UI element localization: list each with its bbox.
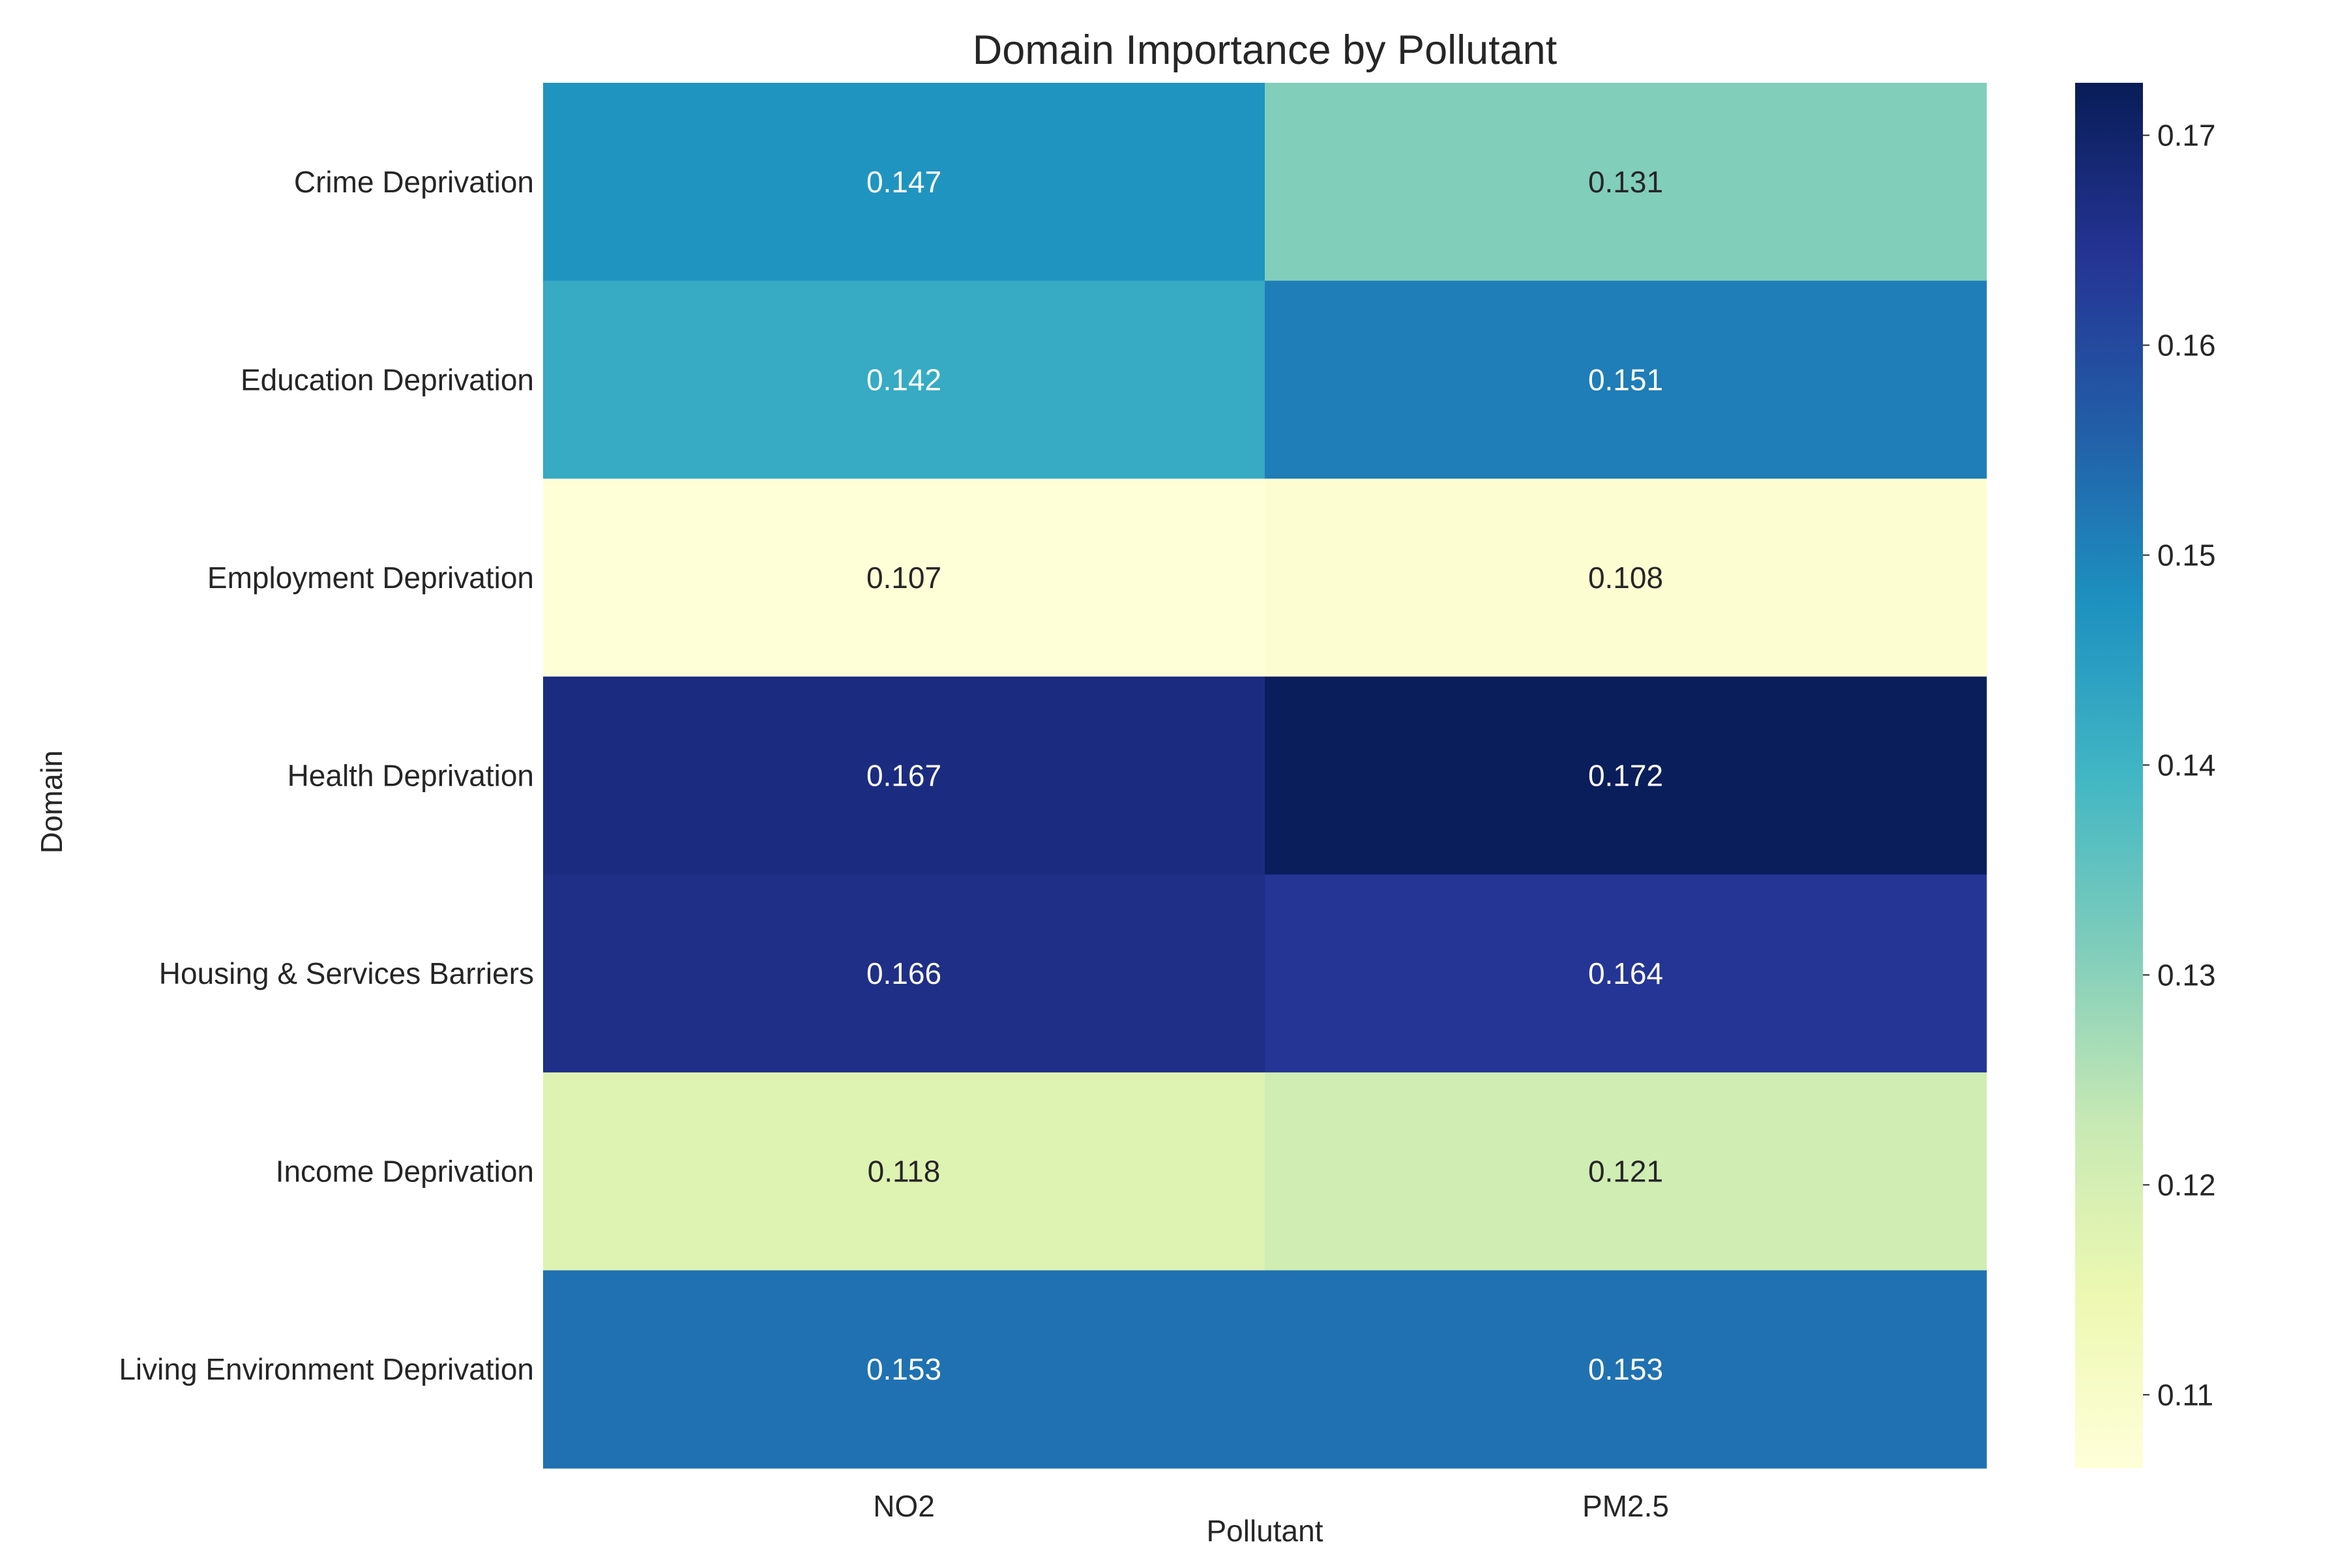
x-axis-label: Pollutant (1206, 1514, 1323, 1548)
colorbar-tick-label: 0.17 (2157, 118, 2216, 152)
heatmap-cell (543, 874, 1265, 1073)
heatmap-cell (1265, 83, 1987, 282)
heatmap-cell (1265, 1270, 1987, 1469)
row-label: Employment Deprivation (207, 561, 534, 595)
cell-value-label: 0.166 (866, 956, 941, 990)
cell-value-label: 0.153 (1588, 1352, 1663, 1386)
column-label: NO2 (873, 1489, 935, 1523)
heatmap-cell (543, 1072, 1265, 1271)
heatmap-cell (1265, 1072, 1987, 1271)
colorbar-tick-label: 0.12 (2157, 1168, 2216, 1202)
colorbar-tick-label: 0.15 (2157, 538, 2216, 572)
heatmap-cell (543, 83, 1265, 282)
heatmap-cells (543, 83, 1987, 1469)
row-label: Income Deprivation (276, 1155, 534, 1189)
heatmap-cell (543, 280, 1265, 479)
heatmap-cell (1265, 280, 1987, 479)
column-label: PM2.5 (1582, 1489, 1669, 1523)
colorbar-ticks: 0.11 0.12 0.13 0.14 0.15 0.16 0.17 (2143, 118, 2216, 1412)
row-label: Crime Deprivation (294, 165, 534, 199)
cell-value-label: 0.167 (866, 759, 941, 793)
cell-value-label: 0.108 (1588, 561, 1663, 595)
row-label: Health Deprivation (288, 759, 534, 793)
heatmap-cell (543, 1270, 1265, 1469)
cell-value-label: 0.118 (868, 1155, 941, 1189)
column-tick-labels: NO2 PM2.5 (873, 1489, 1669, 1523)
colorbar-tick-label: 0.14 (2157, 748, 2216, 782)
row-label: Living Environment Deprivation (119, 1352, 534, 1386)
heatmap-cell (1265, 874, 1987, 1073)
row-tick-labels: Crime Deprivation Education Deprivation Em… (119, 165, 534, 1386)
cell-value-label: 0.107 (866, 561, 941, 595)
colorbar-tick-label: 0.13 (2157, 958, 2216, 992)
cell-value-label: 0.131 (1588, 165, 1663, 199)
heatmap-cell (543, 676, 1265, 875)
colorbar-tick-label: 0.11 (2157, 1378, 2213, 1412)
colorbar (2075, 83, 2143, 1468)
heatmap-cell (543, 479, 1265, 677)
heatmap-cell (1265, 479, 1987, 677)
cell-value-label: 0.172 (1588, 759, 1663, 793)
cell-value-label: 0.142 (866, 362, 941, 396)
cell-value-label: 0.153 (866, 1352, 941, 1386)
colorbar-tick-label: 0.16 (2157, 328, 2216, 362)
row-label: Housing & Services Barriers (159, 956, 534, 990)
y-axis-label: Domain (35, 750, 68, 854)
heatmap-cell-labels: 0.147 0.131 0.142 0.151 0.107 0.108 0.167 0.172… (866, 165, 1663, 1386)
cell-value-label: 0.147 (866, 165, 941, 199)
cell-value-label: 0.164 (1588, 956, 1663, 990)
row-label: Education Deprivation (241, 362, 534, 396)
chart-title: Domain Importance by Pollutant (973, 27, 1557, 73)
cell-value-label: 0.151 (1588, 362, 1663, 396)
heatmap-cell (1265, 676, 1987, 875)
cell-value-label: 0.121 (1588, 1155, 1663, 1189)
